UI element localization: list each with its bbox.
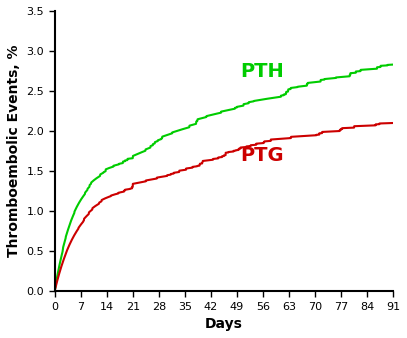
Text: PTG: PTG: [241, 146, 284, 165]
X-axis label: Days: Days: [205, 317, 243, 331]
Y-axis label: Thromboembolic Events, %: Thromboembolic Events, %: [7, 45, 21, 257]
Text: PTH: PTH: [241, 62, 284, 80]
